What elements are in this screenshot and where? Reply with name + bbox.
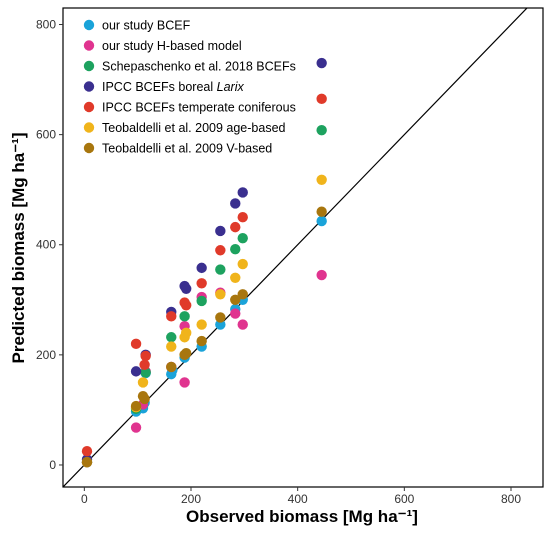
x-tick-label: 0 <box>81 492 88 506</box>
data-point <box>215 225 226 237</box>
legend-marker <box>83 101 95 113</box>
data-point <box>179 377 190 388</box>
data-point <box>215 264 226 275</box>
legend-marker <box>83 40 95 51</box>
legend-label: our study H-based model <box>102 39 242 53</box>
y-tick-label: 400 <box>36 238 56 252</box>
data-point <box>196 262 207 274</box>
legend-marker <box>83 19 95 31</box>
data-point <box>181 300 192 311</box>
legend-marker <box>83 60 95 72</box>
y-tick-label: 0 <box>49 458 56 472</box>
axes-group: 0 200 400 600 800 0 200 400 600 800 <box>36 7 544 506</box>
data-point <box>230 272 241 283</box>
y-tick-label: 800 <box>36 18 56 32</box>
data-point <box>237 187 248 198</box>
data-point <box>316 206 327 217</box>
legend-label: IPCC BCEFs boreal Larix <box>102 80 244 94</box>
x-axis-title: Observed biomass [Mg ha⁻¹] <box>186 507 418 526</box>
data-point <box>230 221 241 233</box>
data-point <box>179 311 190 322</box>
y-tick-label: 200 <box>36 348 56 362</box>
data-point <box>81 446 93 457</box>
data-point <box>196 319 207 330</box>
x-tick-label: 600 <box>394 492 414 506</box>
data-point <box>166 361 177 373</box>
data-point <box>181 327 192 339</box>
data-point <box>316 174 327 185</box>
data-point <box>230 308 241 319</box>
data-point <box>316 57 327 69</box>
y-tick-label: 600 <box>36 128 56 142</box>
data-point <box>237 258 248 270</box>
data-point <box>230 198 241 209</box>
data-point <box>237 289 248 300</box>
data-point <box>316 269 327 281</box>
data-point <box>215 245 226 256</box>
data-point <box>139 359 150 370</box>
x-tick-label: 800 <box>501 492 521 506</box>
data-point <box>196 335 207 347</box>
legend-label: IPCC BCEFs temperate coniferous <box>102 101 296 115</box>
data-point <box>196 278 207 289</box>
data-point <box>316 93 327 105</box>
legend-label: Teobaldelli et al. 2009 V-based <box>102 142 272 156</box>
legend-marker <box>83 81 95 92</box>
data-point <box>237 232 248 244</box>
data-point <box>215 312 226 323</box>
points-group <box>81 57 327 468</box>
legend-label: Teobaldelli et al. 2009 age-based <box>102 121 286 135</box>
data-point <box>316 125 327 136</box>
data-point <box>137 377 149 388</box>
data-point <box>181 348 192 359</box>
data-point <box>140 350 151 362</box>
data-point <box>81 457 93 468</box>
data-point <box>130 422 142 433</box>
data-point <box>230 294 241 306</box>
data-point <box>181 283 192 294</box>
x-tick-label: 200 <box>181 492 201 506</box>
legend-marker <box>83 122 95 133</box>
data-point <box>237 212 248 223</box>
data-point <box>137 390 149 402</box>
data-point <box>196 295 207 307</box>
y-axis-title: Predicted biomass [Mg ha⁻¹] <box>9 133 28 364</box>
data-point <box>215 289 226 300</box>
data-point <box>215 319 226 330</box>
data-point <box>166 332 177 343</box>
legend-label: Schepaschenko et al. 2018 BCEFs <box>102 60 296 74</box>
legend-label: our study BCEF <box>102 19 191 33</box>
data-point <box>166 341 177 352</box>
x-tick-label: 400 <box>288 492 308 506</box>
data-point <box>316 215 327 227</box>
data-point <box>166 311 177 322</box>
legend-marker <box>83 142 95 154</box>
data-point <box>140 367 151 378</box>
data-point <box>130 400 142 412</box>
data-point <box>130 338 142 350</box>
legend: our study BCEF our study H-based model Sch… <box>83 19 296 156</box>
data-point <box>237 319 248 330</box>
data-point <box>130 366 142 377</box>
data-point <box>230 243 241 255</box>
